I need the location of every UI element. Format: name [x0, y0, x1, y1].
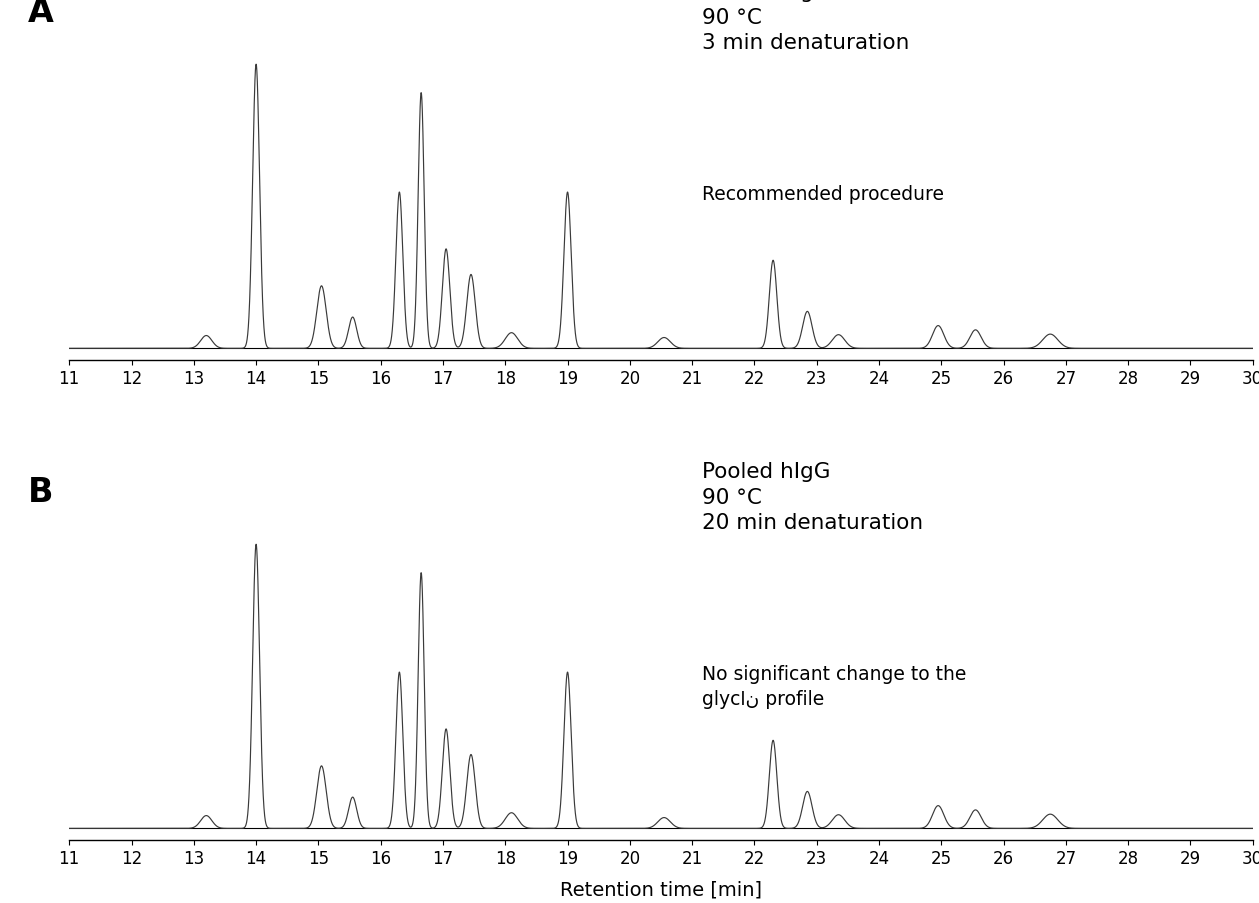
Text: Pooled hIgG
90 °C
20 min denaturation: Pooled hIgG 90 °C 20 min denaturation: [703, 461, 924, 533]
Text: Recommended procedure: Recommended procedure: [703, 185, 944, 204]
Text: Pooled hIgG
90 °C
3 min denaturation: Pooled hIgG 90 °C 3 min denaturation: [703, 0, 910, 53]
Text: No significant change to the
glycان profile: No significant change to the glycان prof…: [703, 665, 967, 708]
Text: B: B: [28, 475, 53, 508]
Text: Retention time [min]: Retention time [min]: [560, 880, 762, 898]
Text: A: A: [28, 0, 54, 29]
